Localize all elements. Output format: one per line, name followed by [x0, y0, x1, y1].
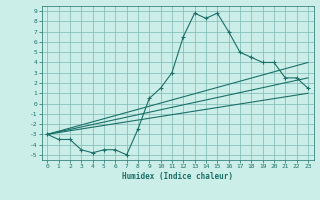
X-axis label: Humidex (Indice chaleur): Humidex (Indice chaleur): [122, 172, 233, 181]
